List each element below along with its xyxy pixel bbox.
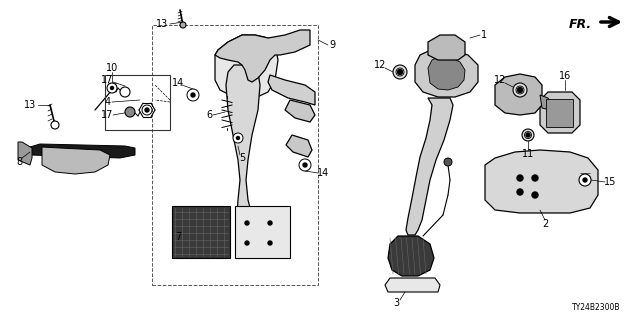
Polygon shape <box>385 278 440 292</box>
Circle shape <box>233 133 243 143</box>
Circle shape <box>522 129 534 141</box>
Text: 7: 7 <box>175 232 181 242</box>
Polygon shape <box>415 48 478 97</box>
Circle shape <box>579 174 591 186</box>
Bar <box>172 206 230 258</box>
Circle shape <box>526 133 530 137</box>
Polygon shape <box>495 74 542 115</box>
Polygon shape <box>226 65 260 233</box>
Circle shape <box>187 89 199 101</box>
Circle shape <box>518 87 522 92</box>
Text: 11: 11 <box>522 149 534 159</box>
Text: 13: 13 <box>24 100 36 110</box>
Circle shape <box>532 192 538 198</box>
Circle shape <box>145 108 149 112</box>
Circle shape <box>532 175 538 181</box>
Circle shape <box>245 241 249 245</box>
Text: 14: 14 <box>317 168 329 178</box>
Polygon shape <box>286 135 312 157</box>
Circle shape <box>142 105 152 115</box>
Text: 12: 12 <box>494 75 506 85</box>
Polygon shape <box>540 92 580 133</box>
Polygon shape <box>428 56 465 90</box>
Polygon shape <box>406 98 453 235</box>
Text: 14: 14 <box>172 78 184 88</box>
Circle shape <box>444 158 452 166</box>
Bar <box>105 75 170 130</box>
Text: 17: 17 <box>101 75 113 85</box>
Bar <box>235 206 290 258</box>
Circle shape <box>397 69 403 75</box>
Polygon shape <box>485 150 598 213</box>
Text: 6: 6 <box>206 110 212 120</box>
Polygon shape <box>215 30 310 82</box>
Text: 4: 4 <box>105 97 111 107</box>
Polygon shape <box>268 75 315 105</box>
Circle shape <box>583 178 587 182</box>
Polygon shape <box>215 35 278 98</box>
Polygon shape <box>285 100 315 122</box>
Text: 10: 10 <box>106 63 118 73</box>
Circle shape <box>268 241 272 245</box>
Text: 1: 1 <box>481 30 487 40</box>
Circle shape <box>51 121 59 129</box>
Text: FR.: FR. <box>569 18 592 30</box>
Text: 13: 13 <box>156 19 168 29</box>
Polygon shape <box>540 95 552 110</box>
Circle shape <box>517 189 523 195</box>
Polygon shape <box>428 35 465 60</box>
Text: 3: 3 <box>393 298 399 308</box>
Circle shape <box>111 86 113 90</box>
Circle shape <box>191 93 195 97</box>
Bar <box>152 25 318 285</box>
Text: 12: 12 <box>374 60 386 70</box>
Circle shape <box>268 221 272 225</box>
Text: TY24B2300B: TY24B2300B <box>572 303 620 312</box>
Text: 5: 5 <box>239 153 245 163</box>
Circle shape <box>299 159 311 171</box>
Polygon shape <box>18 142 32 165</box>
Circle shape <box>120 87 130 97</box>
Text: 16: 16 <box>559 71 571 81</box>
Circle shape <box>393 65 407 79</box>
Polygon shape <box>388 236 434 276</box>
Text: 15: 15 <box>604 177 616 187</box>
Circle shape <box>237 137 239 140</box>
Bar <box>546 99 573 127</box>
Circle shape <box>107 83 117 93</box>
Circle shape <box>513 83 527 97</box>
Circle shape <box>303 163 307 167</box>
Circle shape <box>125 107 135 117</box>
Text: 8: 8 <box>16 157 22 167</box>
Circle shape <box>517 175 523 181</box>
Polygon shape <box>42 147 110 174</box>
Text: 17: 17 <box>101 110 113 120</box>
Circle shape <box>245 221 249 225</box>
Text: 2: 2 <box>542 219 548 229</box>
Text: 9: 9 <box>329 40 335 50</box>
Circle shape <box>180 22 186 28</box>
Polygon shape <box>30 144 135 158</box>
